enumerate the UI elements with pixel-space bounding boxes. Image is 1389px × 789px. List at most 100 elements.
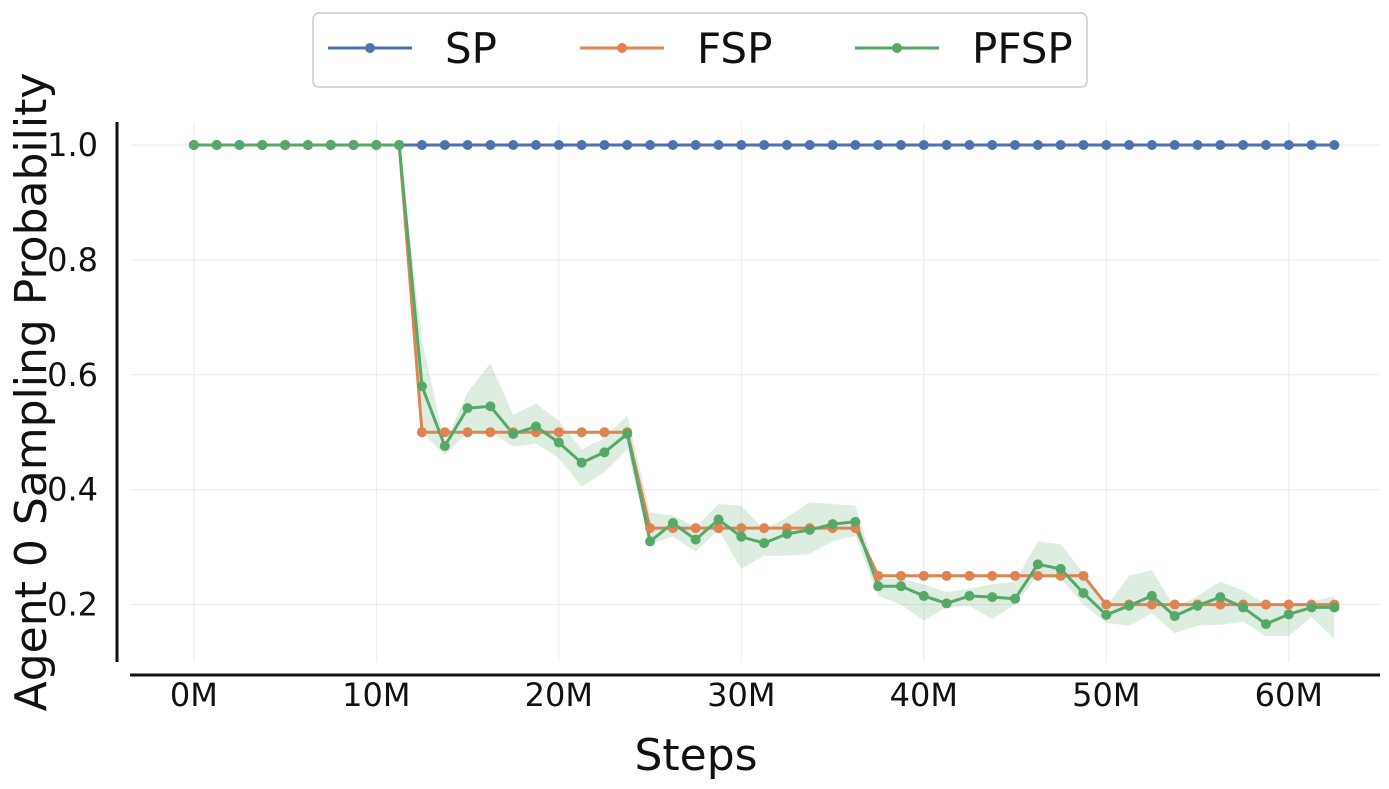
data-point-fsp [1032, 570, 1043, 581]
data-point-fsp [576, 427, 587, 438]
data-point-pfsp [257, 139, 268, 150]
data-point-pfsp [1192, 600, 1203, 611]
data-point-sp [1055, 139, 1066, 150]
data-point-sp [1032, 139, 1043, 150]
data-point-pfsp [485, 401, 496, 412]
data-point-fsp [485, 427, 496, 438]
legend-box [312, 12, 1088, 88]
data-point-fsp [736, 523, 747, 534]
data-point-pfsp [1010, 593, 1021, 604]
data-point-fsp [873, 570, 884, 581]
data-point-pfsp [508, 428, 519, 439]
legend-marker-fsp [617, 43, 627, 53]
data-point-pfsp [1032, 559, 1043, 570]
y-axis-title: Agent 0 Sampling Probability [6, 73, 57, 712]
data-point-fsp [1146, 599, 1157, 610]
data-point-pfsp [325, 139, 336, 150]
data-point-sp [1306, 139, 1317, 150]
data-point-sp [964, 139, 975, 150]
data-point-fsp [918, 570, 929, 581]
data-point-fsp [416, 427, 427, 438]
data-point-pfsp [941, 598, 952, 609]
data-point-pfsp [690, 534, 701, 545]
data-point-sp [645, 139, 656, 150]
data-point-sp [736, 139, 747, 150]
data-point-fsp [462, 427, 473, 438]
data-point-pfsp [964, 590, 975, 601]
data-point-pfsp [667, 517, 678, 528]
data-point-pfsp [622, 428, 633, 439]
data-point-fsp [645, 523, 656, 534]
data-point-fsp [964, 570, 975, 581]
data-point-pfsp [918, 590, 929, 601]
data-point-sp [667, 139, 678, 150]
data-point-sp [553, 139, 564, 150]
data-point-sp [1192, 139, 1203, 150]
legend-label-fsp: FSP [697, 24, 772, 73]
data-point-pfsp [804, 524, 815, 535]
y-tick-label: 0.8 [47, 241, 98, 279]
data-point-pfsp [394, 139, 405, 150]
x-tick-label: 60M [1255, 676, 1323, 714]
data-point-pfsp [1260, 619, 1271, 630]
data-point-sp [1101, 139, 1112, 150]
data-point-sp [1238, 139, 1249, 150]
data-point-sp [439, 139, 450, 150]
legend-label-sp: SP [445, 24, 497, 73]
band-pfsp [193, 145, 1335, 639]
data-point-fsp [1215, 599, 1226, 610]
data-point-pfsp [1283, 609, 1294, 620]
y-tick-label: 0.4 [47, 471, 98, 509]
data-point-pfsp [439, 441, 450, 451]
data-point-pfsp [1306, 602, 1317, 613]
data-point-sp [1283, 139, 1294, 150]
data-point-fsp [599, 427, 610, 438]
data-point-sp [1260, 139, 1271, 150]
data-point-sp [1146, 139, 1157, 150]
x-tick-label: 30M [707, 676, 775, 714]
data-point-pfsp [713, 514, 724, 525]
data-point-fsp [1078, 570, 1089, 581]
data-point-sp [416, 139, 427, 150]
data-point-pfsp [1146, 590, 1157, 601]
legend-marker-sp [365, 43, 375, 53]
data-point-sp [941, 139, 952, 150]
data-point-sp [1078, 139, 1089, 150]
data-point-pfsp [1101, 609, 1112, 620]
x-tick-label: 20M [525, 676, 593, 714]
data-point-fsp [1010, 570, 1021, 581]
data-point-pfsp [1238, 602, 1249, 613]
legend-label-pfsp: PFSP [972, 24, 1073, 73]
data-point-pfsp [416, 381, 427, 392]
data-point-fsp [439, 427, 450, 438]
data-point-fsp [1260, 599, 1271, 610]
x-tick-label: 50M [1072, 676, 1140, 714]
x-tick-label: 10M [342, 676, 410, 714]
data-point-sp [781, 139, 792, 150]
data-point-sp [873, 139, 884, 150]
data-point-sp [531, 139, 542, 150]
data-point-fsp [1101, 599, 1112, 610]
data-point-sp [850, 139, 861, 150]
data-point-fsp [1169, 599, 1180, 610]
data-point-pfsp [211, 139, 222, 150]
data-point-pfsp [895, 581, 906, 592]
data-point-sp [1329, 139, 1340, 150]
y-tick-label: 0.6 [47, 356, 98, 394]
data-point-pfsp [645, 536, 656, 547]
data-point-sp [622, 139, 633, 150]
data-point-pfsp [736, 531, 747, 542]
data-point-pfsp [987, 592, 998, 603]
axes [115, 122, 1380, 677]
data-point-pfsp [850, 516, 861, 527]
data-point-sp [987, 139, 998, 150]
data-point-pfsp [371, 139, 382, 150]
data-point-sp [895, 139, 906, 150]
data-point-fsp [987, 570, 998, 581]
data-point-fsp [941, 570, 952, 581]
x-tick-label: 40M [890, 676, 958, 714]
data-point-fsp [1055, 570, 1066, 581]
data-point-pfsp [873, 581, 884, 592]
data-point-pfsp [280, 139, 291, 150]
